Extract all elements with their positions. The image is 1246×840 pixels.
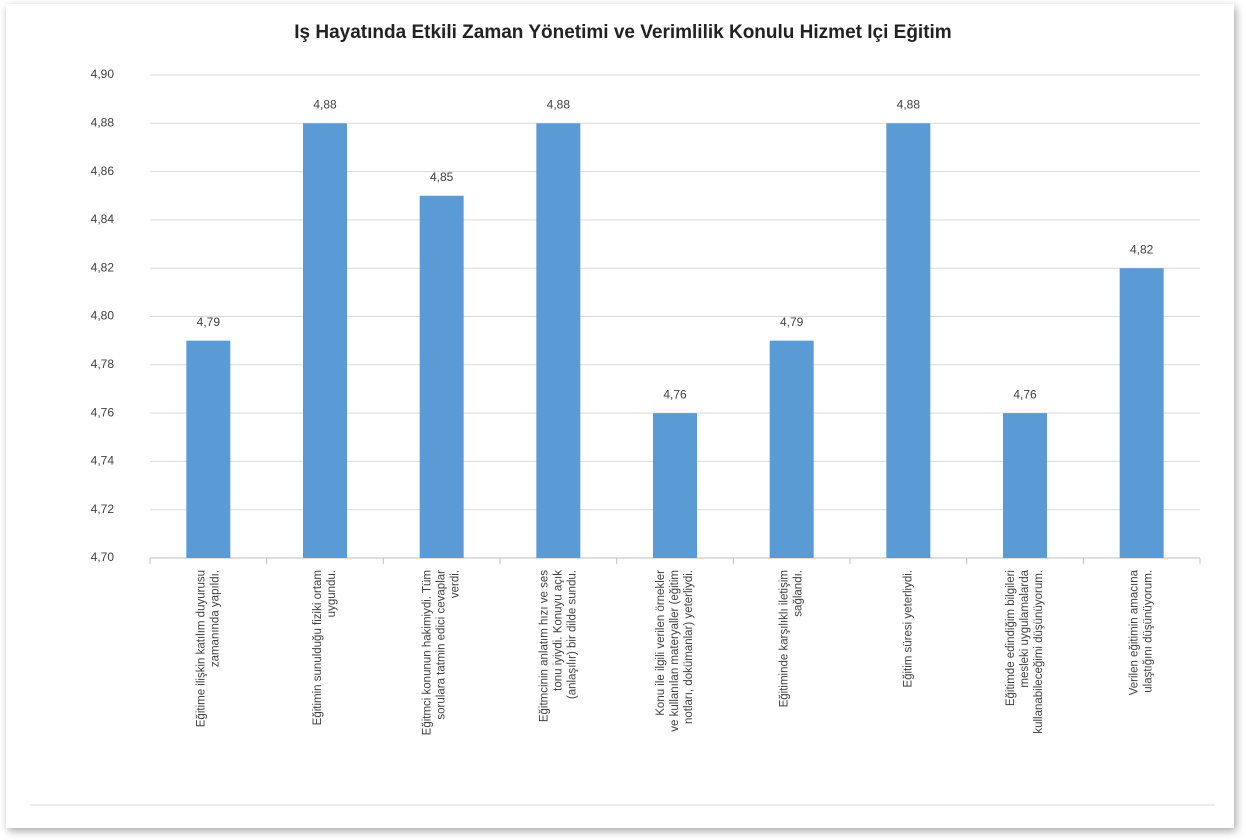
x-tick-label: Eğitimde edindiğim bilgileri mesleki uygu… <box>1005 569 1045 733</box>
x-tick-label-line: zamanında yapıldı. <box>209 570 221 667</box>
x-tick-label-line: uygundu. <box>326 570 338 617</box>
bar <box>303 123 347 559</box>
x-tick-label-line: ve kullanılan materyaller (eğitim <box>669 570 681 732</box>
x-tick-label: Eğitimin sunulduğu fiziki ortam uygundu. <box>312 570 338 725</box>
y-tick-label: 4,76 <box>91 405 115 419</box>
bar <box>1003 413 1047 558</box>
bar <box>536 123 581 559</box>
x-tick-label-line: Eğitmcinin anlatım hızı ve ses <box>538 570 550 722</box>
y-tick-label: 4,70 <box>91 550 115 564</box>
y-tick-label: 4,82 <box>91 260 115 274</box>
x-tick-label-line: notları, dokümanlar) yeterliydi. <box>683 570 695 724</box>
data-label: 4,79 <box>197 315 221 329</box>
x-tick-label-line: Verilen eğitimin amacına <box>1129 569 1141 695</box>
data-label: 4,85 <box>430 170 454 184</box>
bar <box>653 413 697 558</box>
x-tick-label-line: ulaştığını düşünüyorum. <box>1143 570 1155 693</box>
x-tick-label-line: Eğitiminde karşılıklı iletişim <box>779 570 791 707</box>
data-label: 4,76 <box>663 387 687 401</box>
bar <box>886 123 931 559</box>
y-tick-label: 4,72 <box>91 502 115 516</box>
x-tick-label-line: Eğitimin sunulduğu fiziki ortam <box>312 570 324 725</box>
x-tick-label-line: tonu iyiydi. Konuyu açık <box>552 570 564 691</box>
bar <box>769 340 814 558</box>
data-label: 4,88 <box>547 97 571 111</box>
y-tick-label: 4,74 <box>91 454 115 468</box>
data-label: 4,88 <box>313 97 337 111</box>
x-tick-label-line: kullanabileceğimi düşünüyorum. <box>1033 570 1045 734</box>
x-tick-label-line: Konu ile ilgili verilen örnekler <box>655 570 667 716</box>
x-tick-label-line: Eğitim süresi yeterliydi. <box>902 570 914 688</box>
x-tick-label: Eğitime ilişkin katılım duyurusu zamanınd… <box>195 570 221 727</box>
y-tick-label: 4,84 <box>91 212 115 226</box>
x-tick-label: Konu ile ilgili verilen örnekler ve kulla… <box>655 570 695 732</box>
x-tick-label-line: Eğitimde edindiğim bilgileri <box>1005 570 1017 706</box>
x-tick-label: Eğitmcinin anlatım hızı ve ses tonu iyiyd… <box>538 570 578 722</box>
bar <box>1119 268 1164 558</box>
y-tick-label: 4,90 <box>91 67 115 81</box>
data-label: 4,88 <box>897 97 921 111</box>
bar <box>186 340 231 558</box>
x-tick-label-line: verdi. <box>450 570 462 598</box>
x-tick-label-line: sağlandı. <box>793 570 805 617</box>
x-tick-label-line: Eğitmci konunun hakimiydi. Tüm <box>422 570 434 735</box>
x-tick-label-line: sorulara tatmin edici cevaplar <box>436 570 448 720</box>
x-tick-label: Verilen eğitimin amacına ulaştığını düşün… <box>1129 569 1155 695</box>
x-tick-label: Eğitmci konunun hakimiydi. Tüm sorulara t… <box>422 570 462 736</box>
x-tick-label-line: (anlaşılır) bir dilde sundu. <box>566 570 578 699</box>
data-label: 4,79 <box>780 315 804 329</box>
y-tick-label: 4,80 <box>91 309 115 323</box>
data-label: 4,82 <box>1130 242 1154 256</box>
y-tick-label: 4,88 <box>91 115 115 129</box>
y-tick-label: 4,78 <box>91 357 115 371</box>
x-tick-label: Eğitim süresi yeterliydi. <box>902 570 914 688</box>
x-tick-label-line: mesleki uygulamalarda <box>1019 569 1031 687</box>
x-tick-label: Eğitiminde karşılıklı iletişim sağlandı. <box>779 570 805 707</box>
chart-title: Iş Hayatında Etkili Zaman Yönetimi ve Ve… <box>294 22 951 43</box>
x-tick-label-line: Eğitime ilişkin katılım duyurusu <box>195 570 207 727</box>
y-tick-label: 4,86 <box>91 164 115 178</box>
data-label: 4,76 <box>1013 387 1037 401</box>
bar <box>419 195 464 558</box>
